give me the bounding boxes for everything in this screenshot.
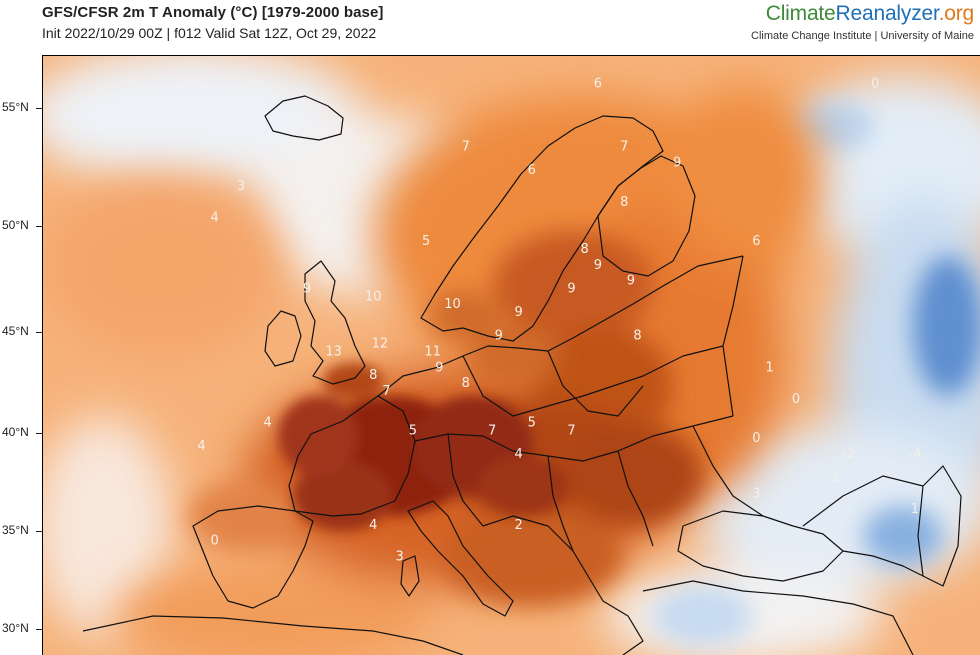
anomaly-value-label: 8 (581, 242, 589, 257)
border-line (617, 450, 654, 547)
iceland-outline (264, 95, 344, 141)
map-subtitle: Init 2022/10/29 00Z | f012 Valid Sat 12Z… (42, 25, 377, 41)
lat-label: 35°N (2, 523, 29, 537)
border-line (802, 475, 924, 527)
anomaly-value-label: 5 (528, 415, 536, 430)
anomaly-value-label: 8 (633, 329, 641, 344)
anomaly-value-label: 6 (752, 234, 760, 249)
brand-climate: Climate (765, 2, 836, 25)
lat-tick (36, 226, 42, 227)
brand-logo[interactable]: ClimateReanalyzer.org (766, 2, 974, 26)
border-line (462, 345, 724, 417)
anomaly-value-label: 4 (197, 439, 205, 454)
anomaly-value-label: 9 (495, 329, 503, 344)
turkey-outline (642, 580, 914, 655)
anomaly-value-label: 1 (832, 471, 840, 486)
anomaly-shading (43, 56, 980, 655)
anomaly-value-label: 7 (620, 140, 628, 155)
lat-tick (36, 531, 42, 532)
anomaly-value-label: 0 (792, 392, 800, 407)
lat-tick (36, 108, 42, 109)
anomaly-value-label: 13 (325, 345, 342, 360)
ireland-outline (264, 310, 302, 367)
great-britain-outline (304, 260, 366, 385)
anomaly-value-label: 5 (409, 423, 417, 438)
anomaly-map[interactable]: 13 12 11 10 10 9 9 9 9 9 9 9 9 8 8 8 8 8 7 7 7 7 7 6 6 6 5 5 5 4 4 4 4 4 3… (42, 55, 980, 655)
border-line (722, 255, 744, 417)
anomaly-value-label: 6 (594, 77, 602, 92)
iberia-outline (192, 505, 314, 609)
anomaly-value-label: 7 (382, 384, 390, 399)
anomaly-value-label: 9 (567, 281, 575, 296)
brand-reanalyzer: Reanalyzer (835, 2, 939, 25)
anomaly-value-label: 12 (372, 337, 389, 352)
anomaly-value-label: 9 (627, 274, 635, 289)
anomaly-value-label: 7 (488, 423, 496, 438)
anomaly-value-label: 7 (567, 423, 575, 438)
anomaly-value-label: 9 (303, 281, 311, 296)
brand-org: .org (938, 2, 975, 25)
lat-label: 40°N (2, 425, 29, 439)
lat-tick (36, 629, 42, 630)
anomaly-value-label: 1 (911, 502, 919, 517)
anomaly-value-label: 9 (435, 360, 443, 375)
border-line (842, 550, 924, 577)
anomaly-value-label: 4 (514, 447, 522, 462)
sardinia-outline (400, 555, 420, 597)
lat-tick (36, 332, 42, 333)
anomaly-value-label: 4 (369, 518, 377, 533)
anomaly-value-label: 7 (462, 140, 470, 155)
anomaly-value-label: 5 (422, 234, 430, 249)
lat-label: 30°N (2, 621, 29, 635)
lat-label: 45°N (2, 324, 29, 338)
anomaly-value-label: -4 (908, 447, 921, 462)
border-line (447, 433, 484, 527)
scandinavia-outline (420, 115, 664, 342)
map-header: GFS/CFSR 2m T Anomaly (°C) [1979-2000 ba… (0, 0, 980, 52)
border-line (547, 350, 644, 417)
anomaly-value-label: 0 (211, 534, 219, 549)
anomaly-value-label: 1 (765, 360, 773, 375)
border-line (692, 425, 764, 517)
latitude-axis: 55°N 50°N 45°N 40°N 35°N 30°N (0, 55, 42, 654)
border-line (414, 415, 734, 462)
coastlines (82, 95, 962, 655)
anomaly-value-label: 3 (752, 486, 760, 501)
finland-outline (597, 155, 696, 277)
map-title: GFS/CFSR 2m T Anomaly (°C) [1979-2000 ba… (42, 4, 384, 21)
anomaly-value-label: 8 (369, 368, 377, 383)
anomaly-value-label: -2 (842, 447, 855, 462)
anomaly-value-label: 10 (444, 297, 461, 312)
anomaly-value-label: 4 (263, 415, 271, 430)
anomaly-value-label: 0 (871, 77, 879, 92)
balkans-outline (482, 515, 644, 655)
lat-label: 55°N (2, 100, 29, 114)
north-africa-coast (82, 615, 464, 655)
anomaly-value-label: 9 (673, 155, 681, 170)
anomaly-value-label: 10 (365, 289, 382, 304)
anomaly-value-label: 6 (528, 163, 536, 178)
anomaly-value-label: 0 (752, 431, 760, 446)
anomaly-value-label: 4 (211, 211, 219, 226)
anomaly-value-label: 11 (424, 345, 441, 360)
france-outline (288, 395, 416, 517)
border-line (547, 455, 574, 552)
black-sea-outline (677, 510, 844, 582)
italy-outline (407, 500, 514, 617)
anomaly-value-label: 3 (237, 179, 245, 194)
anomaly-value-label: 8 (462, 376, 470, 391)
anomaly-value-label: 9 (514, 305, 522, 320)
brand-tagline: Climate Change Institute | University of… (751, 30, 974, 42)
caspian-outline (917, 465, 962, 587)
lat-tick (36, 433, 42, 434)
anomaly-value-label: 9 (594, 258, 602, 273)
lat-label: 50°N (2, 218, 29, 232)
anomaly-value-label: 2 (514, 518, 522, 533)
anomaly-value-label: 3 (396, 549, 404, 564)
anomaly-value-label: 8 (620, 195, 628, 210)
